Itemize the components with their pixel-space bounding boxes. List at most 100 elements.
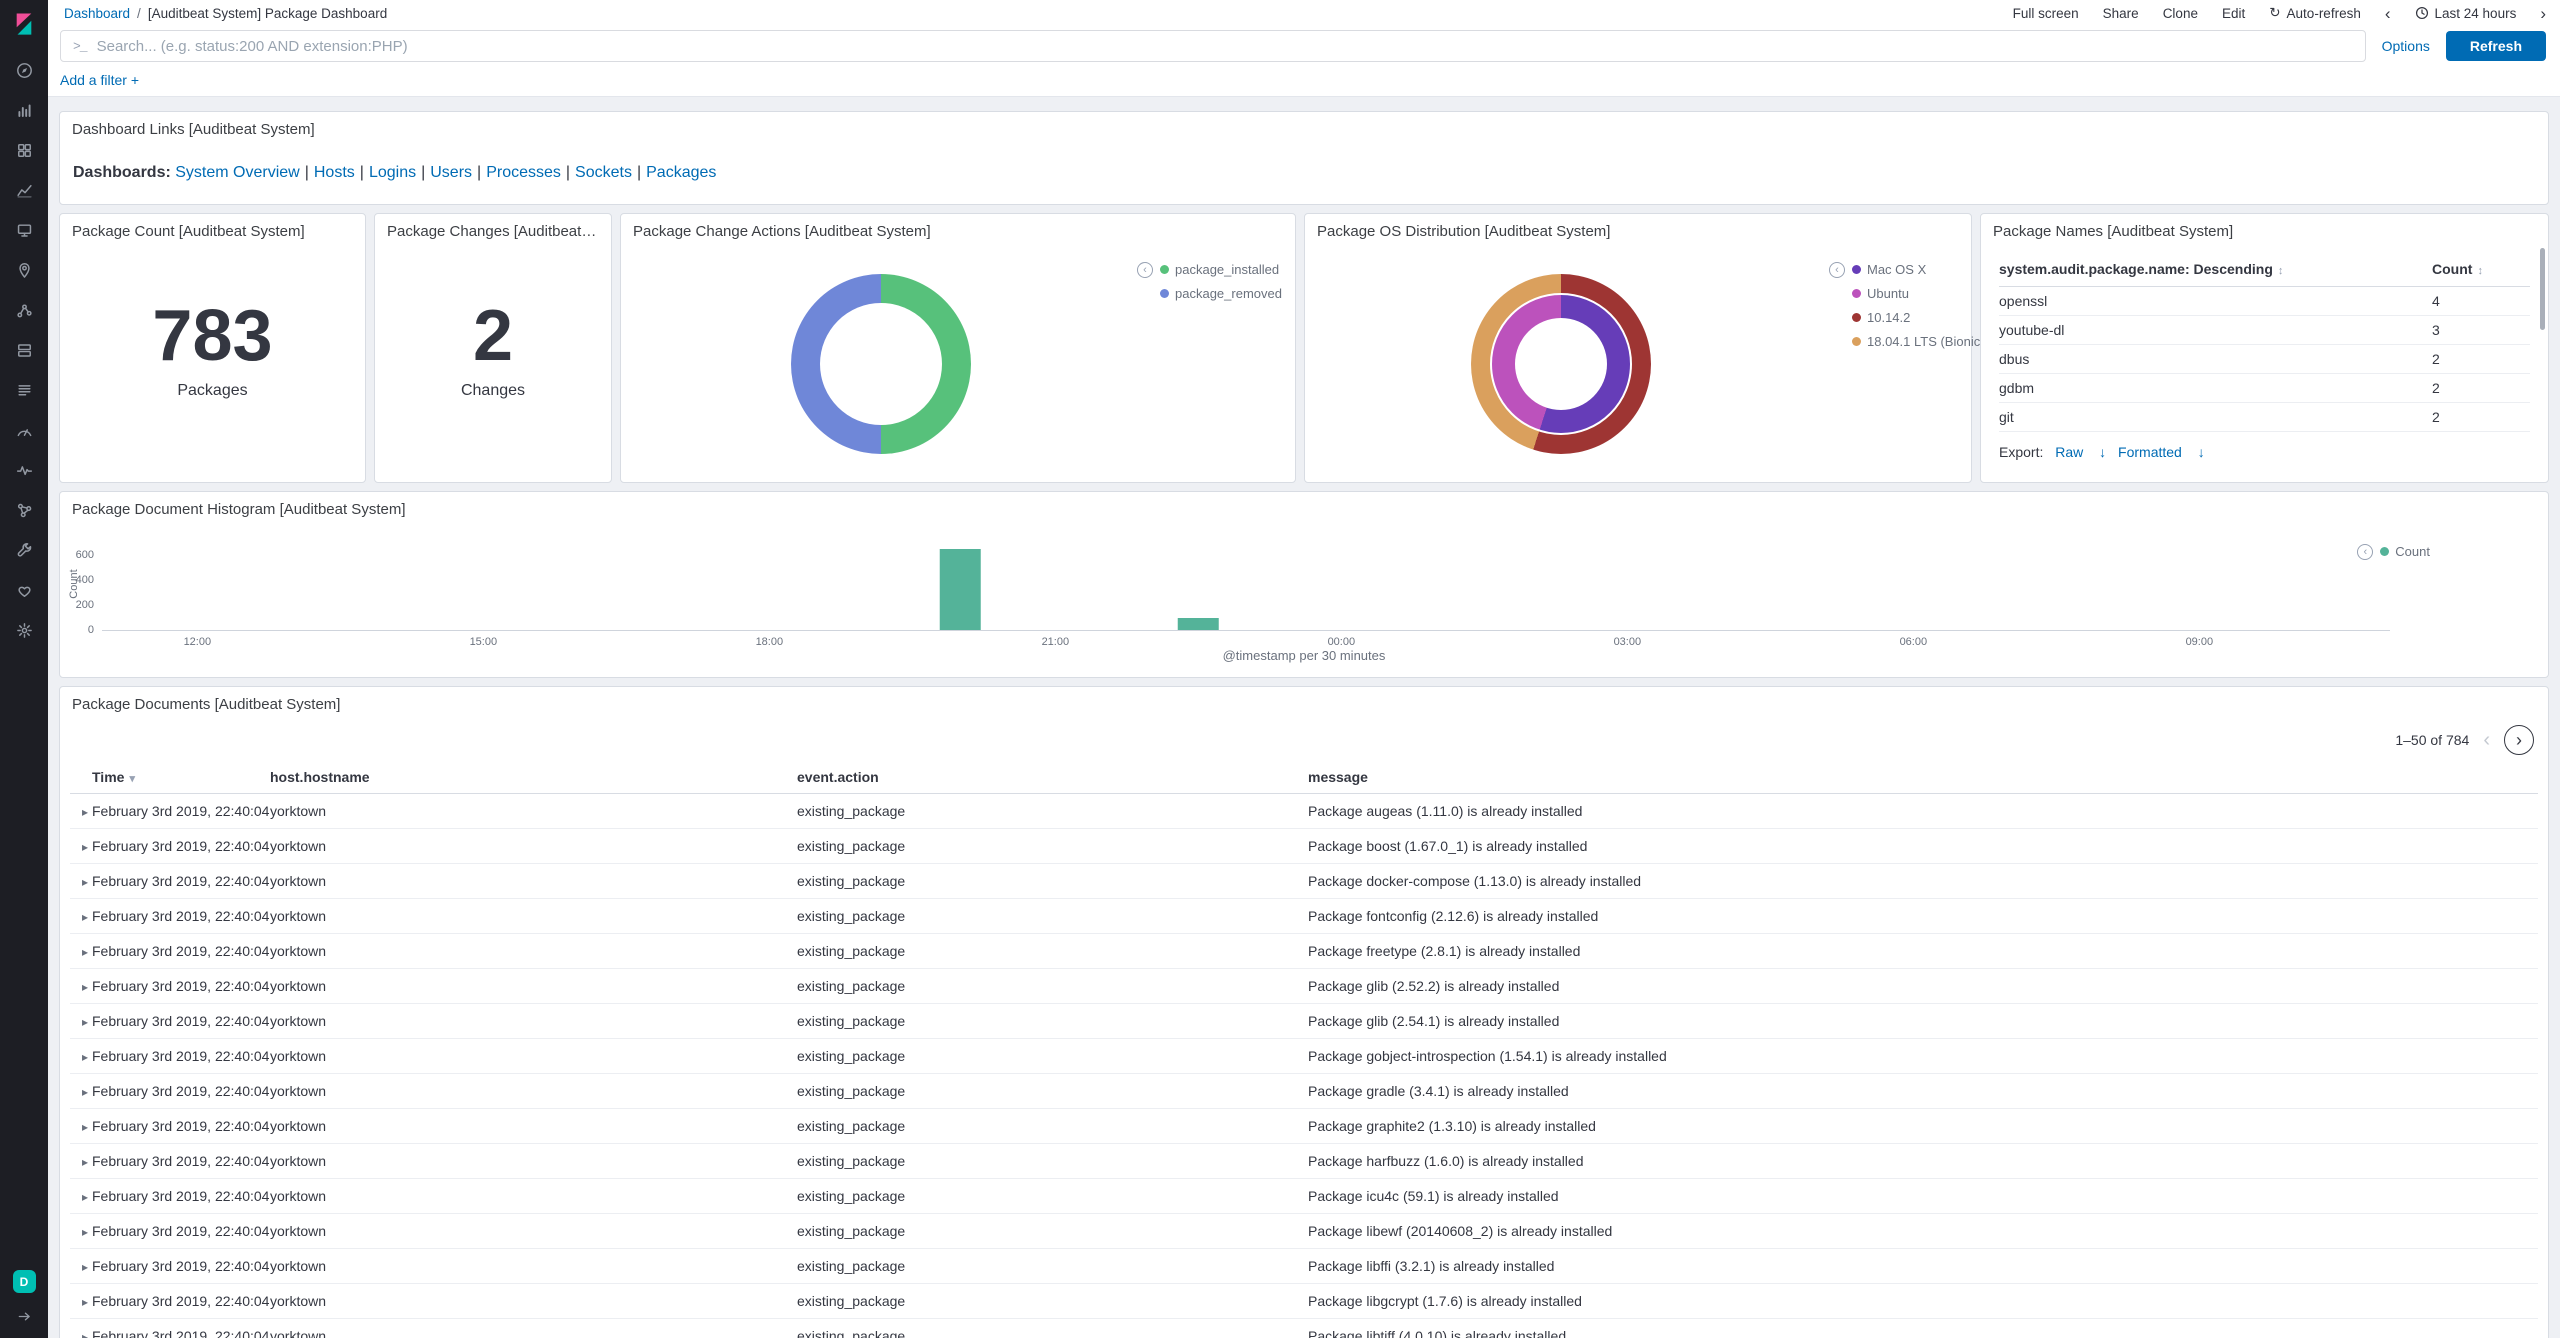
- names-table-row: youtube-dl 3: [1999, 315, 2530, 345]
- expand-row-icon[interactable]: ▸: [82, 1085, 89, 1099]
- legend-item[interactable]: Mac OS X: [1852, 262, 2003, 277]
- expand-row-icon[interactable]: ▸: [82, 1050, 89, 1064]
- document-row: ▸February 3rd 2019, 22:40:04.121yorktown…: [70, 933, 2538, 969]
- legend-toggle-icon[interactable]: ‹: [1829, 262, 1845, 278]
- sidebar-item-monitoring-icon[interactable]: [0, 578, 48, 603]
- expand-row-icon[interactable]: ▸: [82, 840, 89, 854]
- expand-row-icon[interactable]: ▸: [82, 1260, 89, 1274]
- legend-dot-icon: [1852, 265, 1861, 274]
- breadcrumb-dashboard-link[interactable]: Dashboard: [64, 5, 131, 21]
- kibana-logo[interactable]: [0, 0, 48, 48]
- dashboard-link-hosts[interactable]: Hosts: [313, 164, 355, 181]
- clone-button[interactable]: Clone: [2162, 5, 2198, 21]
- legend-items: Mac OS X Ubuntu 10.14.2 18.04.1 LTS (Bionic…: [1852, 262, 2003, 349]
- space-avatar[interactable]: D: [12, 1270, 36, 1293]
- sidebar-item-canvas-icon[interactable]: [0, 218, 48, 243]
- previous-page-icon[interactable]: ‹: [2483, 729, 2490, 751]
- time-cell: February 3rd 2019, 22:40:04.121: [92, 968, 270, 1004]
- dashboard-link-packages[interactable]: Packages: [646, 164, 717, 181]
- legend-dot-icon: [1160, 289, 1169, 298]
- refresh-button[interactable]: Refresh: [2445, 31, 2546, 61]
- names-panel-scrollbar[interactable]: [2540, 248, 2545, 330]
- sidebar-item-management-icon[interactable]: [0, 618, 48, 643]
- sidebar-item-apm-icon[interactable]: [0, 418, 48, 443]
- query-options-link[interactable]: Options: [2381, 38, 2430, 54]
- column-header-action[interactable]: event.action: [797, 761, 1308, 794]
- sidebar-item-uptime-icon[interactable]: [0, 458, 48, 483]
- expand-row-icon[interactable]: ▸: [82, 980, 89, 994]
- dashboard-link-system-overview[interactable]: System Overview: [175, 164, 300, 181]
- legend-toggle-icon[interactable]: ‹: [2357, 544, 2374, 560]
- share-button[interactable]: Share: [2102, 5, 2139, 21]
- x-axis-tick-label: 12:00: [183, 636, 212, 648]
- sidebar-item-maps-icon[interactable]: [0, 258, 48, 283]
- expand-cell: ▸: [70, 863, 92, 899]
- legend-item[interactable]: 18.04.1 LTS (Bionic B...: [1852, 334, 2003, 349]
- legend-item[interactable]: Count: [2380, 544, 2430, 559]
- time-range-label: Last 24 hours: [2434, 5, 2517, 21]
- time-cell: February 3rd 2019, 22:40:04.121: [92, 793, 270, 829]
- package-name-cell: git: [1999, 402, 2432, 432]
- names-column-header-name[interactable]: system.audit.package.name: Descending ↕: [1999, 256, 2432, 287]
- names-column-header-count[interactable]: Count ↕: [2432, 256, 2530, 287]
- legend-item[interactable]: Ubuntu: [1852, 286, 2003, 301]
- column-header-host[interactable]: host.hostname: [270, 761, 797, 794]
- dashboard-link-processes[interactable]: Processes: [486, 164, 561, 181]
- sidebar-item-dev-tools-icon[interactable]: [0, 538, 48, 563]
- sidebar-item-timelion-icon[interactable]: [0, 178, 48, 203]
- action-cell: existing_package: [797, 1143, 1308, 1179]
- sidebar-item-dashboard-icon[interactable]: [0, 138, 48, 163]
- export-raw-link[interactable]: Raw ↓: [2055, 444, 2106, 460]
- sidebar-item-graph-icon[interactable]: [0, 498, 48, 523]
- dashboard-link-logins[interactable]: Logins: [368, 164, 417, 181]
- time-cell: February 3rd 2019, 22:40:04.121: [92, 1213, 270, 1249]
- legend-item[interactable]: 10.14.2: [1852, 310, 2003, 325]
- expand-row-icon[interactable]: ▸: [82, 1330, 89, 1338]
- legend-item[interactable]: package_removed: [1160, 286, 1282, 301]
- time-back-button[interactable]: ‹: [2384, 3, 2391, 23]
- search-input[interactable]: [96, 37, 2353, 55]
- histogram-bar[interactable]: [939, 549, 981, 630]
- expand-cell: ▸: [70, 793, 92, 829]
- add-filter-link[interactable]: Add a filter +: [60, 72, 139, 88]
- full-screen-button[interactable]: Full screen: [2012, 5, 2079, 21]
- action-cell: existing_package: [797, 898, 1308, 934]
- expand-row-icon[interactable]: ▸: [82, 1015, 89, 1029]
- expand-row-icon[interactable]: ▸: [82, 1295, 89, 1309]
- auto-refresh-button[interactable]: ↻ Auto-refresh: [2269, 5, 2361, 21]
- link-separator: |: [565, 164, 571, 181]
- legend-toggle-icon[interactable]: ‹: [1137, 262, 1153, 278]
- host-cell: yorktown: [270, 1213, 797, 1249]
- expand-row-icon[interactable]: ▸: [82, 1190, 89, 1204]
- column-header-time[interactable]: Time ▾: [92, 761, 270, 794]
- expand-row-icon[interactable]: ▸: [82, 875, 89, 889]
- document-row: ▸February 3rd 2019, 22:40:04.121yorktown…: [70, 863, 2538, 899]
- sidebar-item-infrastructure-icon[interactable]: [0, 338, 48, 363]
- export-formatted-link[interactable]: Formatted ↓: [2118, 444, 2205, 460]
- dashboard-link-sockets[interactable]: Sockets: [575, 164, 632, 181]
- sidebar-expand-icon[interactable]: [17, 1309, 32, 1324]
- next-page-icon[interactable]: ›: [2504, 725, 2534, 755]
- time-cell: February 3rd 2019, 22:40:04.121: [92, 863, 270, 899]
- expand-row-icon[interactable]: ▸: [82, 1155, 89, 1169]
- sidebar-item-machine-learning-icon[interactable]: [0, 298, 48, 323]
- time-range-picker[interactable]: Last 24 hours: [2415, 5, 2517, 21]
- expand-row-icon[interactable]: ▸: [82, 910, 89, 924]
- expand-row-icon[interactable]: ▸: [82, 1225, 89, 1239]
- histogram-bar[interactable]: [1178, 617, 1219, 630]
- query-prompt-icon: >_: [73, 38, 88, 54]
- dashboard-link-users[interactable]: Users: [430, 164, 473, 181]
- sidebar-item-logs-icon[interactable]: [0, 378, 48, 403]
- expand-row-icon[interactable]: ▸: [82, 1120, 89, 1134]
- legend-item[interactable]: package_installed: [1160, 262, 1282, 277]
- expand-row-icon[interactable]: ▸: [82, 805, 89, 819]
- edit-button[interactable]: Edit: [2221, 5, 2246, 21]
- os-distribution-pie-chart[interactable]: [1471, 274, 1651, 454]
- sidebar-item-discover-icon[interactable]: [0, 58, 48, 83]
- column-header-message[interactable]: message: [1308, 761, 2538, 794]
- change-actions-pie-chart[interactable]: [791, 274, 971, 454]
- time-cell: February 3rd 2019, 22:40:04.121: [92, 1248, 270, 1284]
- sidebar-item-visualize-icon[interactable]: [0, 98, 48, 123]
- expand-row-icon[interactable]: ▸: [82, 945, 89, 959]
- time-forward-button[interactable]: ›: [2540, 3, 2546, 23]
